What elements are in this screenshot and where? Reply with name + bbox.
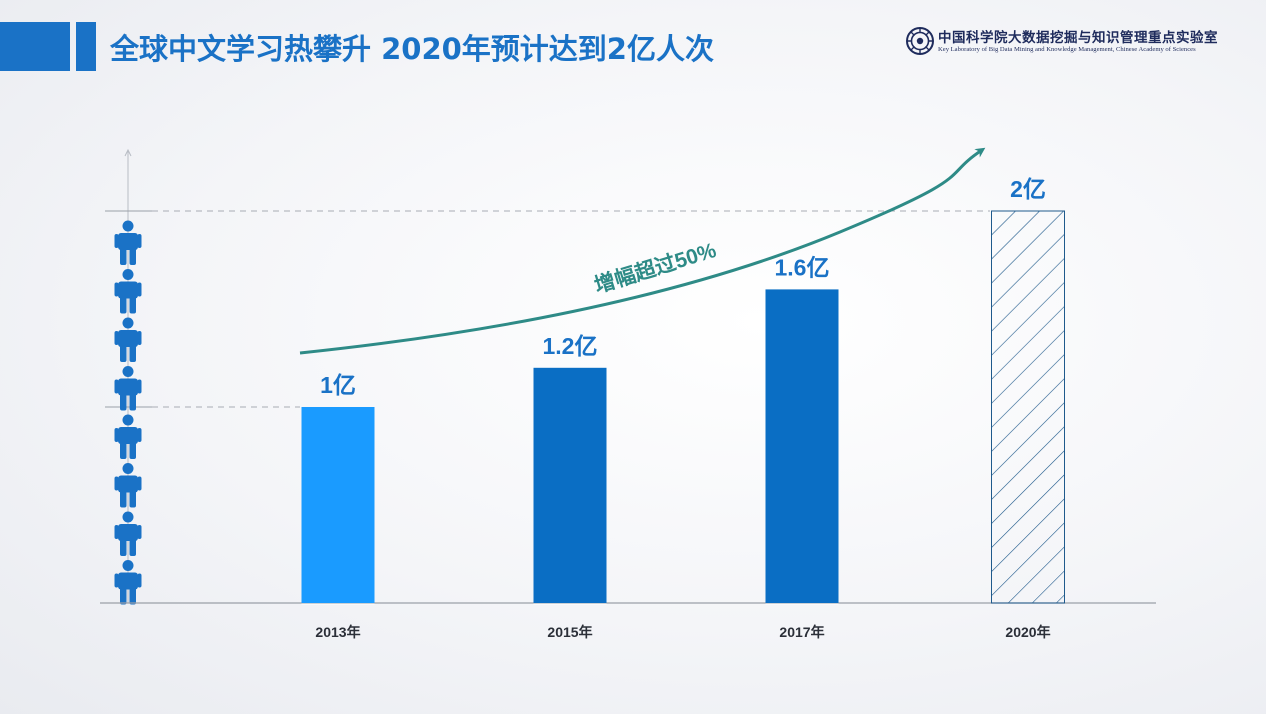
header-accent-bar bbox=[0, 22, 70, 71]
x-tick-label: 2013年 bbox=[315, 624, 360, 640]
header-accent-bar-small bbox=[76, 22, 96, 71]
person-icon bbox=[114, 220, 142, 265]
person-icon bbox=[114, 414, 142, 459]
x-tick-label: 2017年 bbox=[779, 624, 824, 640]
person-icon bbox=[114, 511, 142, 556]
lab-name-en: Key Laboratory of Big Data Mining and Kn… bbox=[938, 46, 1196, 53]
growth-arrow bbox=[299, 147, 986, 355]
person-icon bbox=[114, 560, 142, 605]
person-icon bbox=[114, 366, 142, 411]
lab-name-cn: 中国科学院大数据挖掘与知识管理重点实验室 bbox=[938, 30, 1218, 46]
y-axis-arrow bbox=[124, 148, 132, 157]
person-icon bbox=[114, 317, 142, 362]
data-label: 1亿 bbox=[320, 372, 356, 398]
x-tick-label: 2020年 bbox=[1005, 624, 1050, 640]
cas-emblem-icon bbox=[906, 27, 934, 55]
x-tick-label: 2015年 bbox=[547, 624, 592, 640]
data-label: 1.6亿 bbox=[775, 254, 830, 280]
bar-2020年 bbox=[991, 210, 1065, 604]
person-icon bbox=[114, 463, 142, 508]
bar-2015年 bbox=[533, 367, 607, 603]
data-label: 2亿 bbox=[1010, 176, 1046, 202]
growth-annotation: 增幅超过50% bbox=[591, 238, 719, 298]
lab-logo: 中国科学院大数据挖掘与知识管理重点实验室 Key Laboratory of B… bbox=[906, 26, 1236, 58]
data-label: 1.2亿 bbox=[543, 333, 598, 359]
bar-2013年 bbox=[301, 407, 375, 603]
bar-2017年 bbox=[765, 289, 839, 603]
person-icon bbox=[114, 269, 142, 314]
page-title: 全球中文学习热攀升 2020年预计达到2亿人次 bbox=[110, 32, 714, 66]
